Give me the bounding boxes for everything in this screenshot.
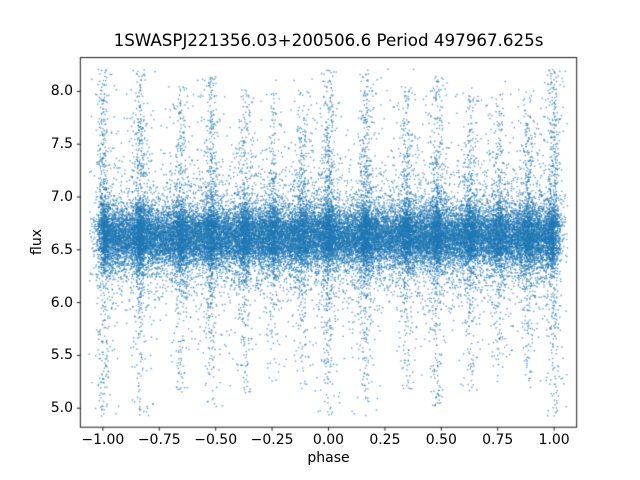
y-tick-label: 5.5 [50, 347, 73, 364]
y-tick-label: 8.0 [50, 83, 73, 100]
x-tick-label: −0.25 [250, 431, 294, 448]
x-tick-label: 1.00 [538, 431, 570, 448]
y-tick-label: 6.5 [50, 241, 73, 258]
x-tick-label: 0.75 [482, 431, 514, 448]
y-tick-label: 5.0 [50, 400, 73, 417]
x-tick-label: −0.50 [194, 431, 238, 448]
x-tick-label: 0.25 [369, 431, 401, 448]
y-tick-label: 7.0 [50, 188, 73, 205]
y-tick-label: 6.0 [50, 294, 73, 311]
x-axis-label: phase [307, 450, 350, 466]
x-tick-label: 0.50 [425, 431, 457, 448]
x-tick-label: −0.75 [137, 431, 181, 448]
y-tick-label: 7.5 [50, 136, 73, 153]
x-tick-label: −1.00 [81, 431, 125, 448]
x-tick-label: 0.00 [312, 431, 345, 448]
chart-title: 1SWASPJ221356.03+200506.6 Period 497967.… [113, 30, 544, 50]
